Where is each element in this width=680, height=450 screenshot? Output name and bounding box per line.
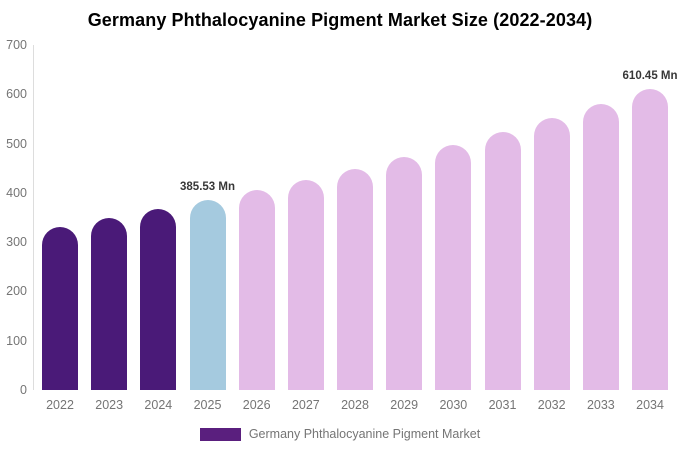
x-tick-2033: 2033 bbox=[586, 398, 615, 412]
bar-2034[interactable] bbox=[632, 89, 669, 390]
x-tick-2028: 2028 bbox=[341, 398, 369, 412]
value-label-2034: 610.45 Mn bbox=[622, 70, 678, 83]
x-tick-2023: 2023 bbox=[95, 398, 124, 412]
y-tick-0: 0 bbox=[20, 383, 27, 397]
bar-2022[interactable] bbox=[42, 226, 78, 390]
x-tick-2025: 2025 bbox=[193, 398, 222, 412]
x-tick-2031: 2031 bbox=[488, 398, 517, 412]
bar-2030[interactable] bbox=[435, 144, 472, 390]
y-tick-600: 600 bbox=[6, 87, 27, 102]
bar-2028[interactable] bbox=[337, 168, 374, 390]
y-axis-line bbox=[33, 45, 34, 390]
x-tick-2026: 2026 bbox=[242, 398, 271, 412]
legend-swatch bbox=[199, 427, 241, 441]
value-label-2025: 385.53 Mn bbox=[180, 180, 235, 193]
legend-item[interactable]: Germany Phthalocyanine Pigment Market bbox=[0, 426, 680, 442]
chart-title: Germany Phthalocyanine Pigment Market Si… bbox=[87, 10, 593, 30]
bar-2029[interactable] bbox=[386, 156, 423, 390]
bar-2025[interactable] bbox=[189, 199, 226, 390]
x-tick-2034: 2034 bbox=[636, 398, 664, 412]
y-tick-300: 300 bbox=[6, 235, 27, 250]
y-tick-700: 700 bbox=[6, 38, 27, 52]
x-tick-2027: 2027 bbox=[291, 398, 320, 412]
bar-2026[interactable] bbox=[238, 190, 275, 390]
bar-2032[interactable] bbox=[533, 118, 570, 390]
y-tick-400: 400 bbox=[6, 185, 27, 200]
y-tick-100: 100 bbox=[6, 333, 27, 348]
bar-2023[interactable] bbox=[91, 218, 128, 390]
x-tick-2030: 2030 bbox=[439, 398, 468, 412]
x-tick-2032: 2032 bbox=[537, 398, 566, 412]
bar-2033[interactable] bbox=[582, 104, 619, 390]
x-tick-2022: 2022 bbox=[46, 398, 74, 412]
bar-2024[interactable] bbox=[140, 209, 177, 390]
bar-2027[interactable] bbox=[287, 179, 324, 390]
bar-2031[interactable] bbox=[484, 131, 521, 390]
y-tick-500: 500 bbox=[6, 136, 27, 151]
x-tick-2024: 2024 bbox=[144, 398, 173, 412]
legend-label: Germany Phthalocyanine Pigment Market bbox=[248, 427, 481, 441]
y-tick-200: 200 bbox=[6, 284, 27, 299]
x-tick-2029: 2029 bbox=[390, 398, 419, 412]
